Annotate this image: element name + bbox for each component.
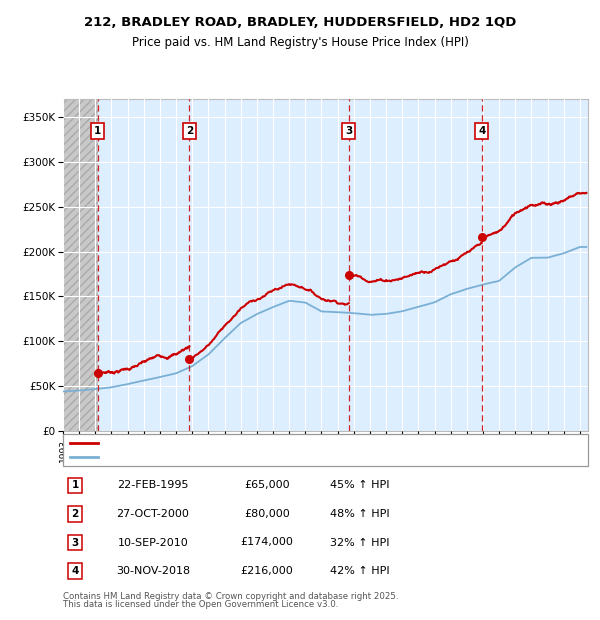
Text: 1: 1 — [94, 126, 101, 136]
Text: 212, BRADLEY ROAD, BRADLEY, HUDDERSFIELD, HD2 1QD (semi-detached house): 212, BRADLEY ROAD, BRADLEY, HUDDERSFIELD… — [103, 438, 492, 448]
Text: 212, BRADLEY ROAD, BRADLEY, HUDDERSFIELD, HD2 1QD: 212, BRADLEY ROAD, BRADLEY, HUDDERSFIELD… — [84, 16, 516, 29]
Text: 1: 1 — [71, 480, 79, 490]
Text: 27-OCT-2000: 27-OCT-2000 — [116, 509, 190, 519]
Text: 4: 4 — [71, 566, 79, 576]
Text: 10-SEP-2010: 10-SEP-2010 — [118, 538, 188, 547]
Text: This data is licensed under the Open Government Licence v3.0.: This data is licensed under the Open Gov… — [63, 600, 338, 609]
Text: Price paid vs. HM Land Registry's House Price Index (HPI): Price paid vs. HM Land Registry's House … — [131, 36, 469, 49]
Text: £80,000: £80,000 — [244, 509, 290, 519]
Text: HPI: Average price, semi-detached house, Kirklees: HPI: Average price, semi-detached house,… — [103, 453, 343, 462]
Text: 22-FEB-1995: 22-FEB-1995 — [117, 480, 189, 490]
Text: 2: 2 — [185, 126, 193, 136]
Text: 45% ↑ HPI: 45% ↑ HPI — [330, 480, 390, 490]
Text: 42% ↑ HPI: 42% ↑ HPI — [330, 566, 390, 576]
Text: £216,000: £216,000 — [241, 566, 293, 576]
Text: 3: 3 — [71, 538, 79, 547]
Text: £174,000: £174,000 — [241, 538, 293, 547]
Text: £65,000: £65,000 — [244, 480, 290, 490]
Text: 32% ↑ HPI: 32% ↑ HPI — [330, 538, 390, 547]
Text: 30-NOV-2018: 30-NOV-2018 — [116, 566, 190, 576]
Text: 48% ↑ HPI: 48% ↑ HPI — [330, 509, 390, 519]
Bar — [63, 99, 98, 431]
Text: 2: 2 — [71, 509, 79, 519]
Bar — [63, 99, 98, 431]
Text: Contains HM Land Registry data © Crown copyright and database right 2025.: Contains HM Land Registry data © Crown c… — [63, 592, 398, 601]
Text: 3: 3 — [345, 126, 352, 136]
Text: 4: 4 — [478, 126, 485, 136]
